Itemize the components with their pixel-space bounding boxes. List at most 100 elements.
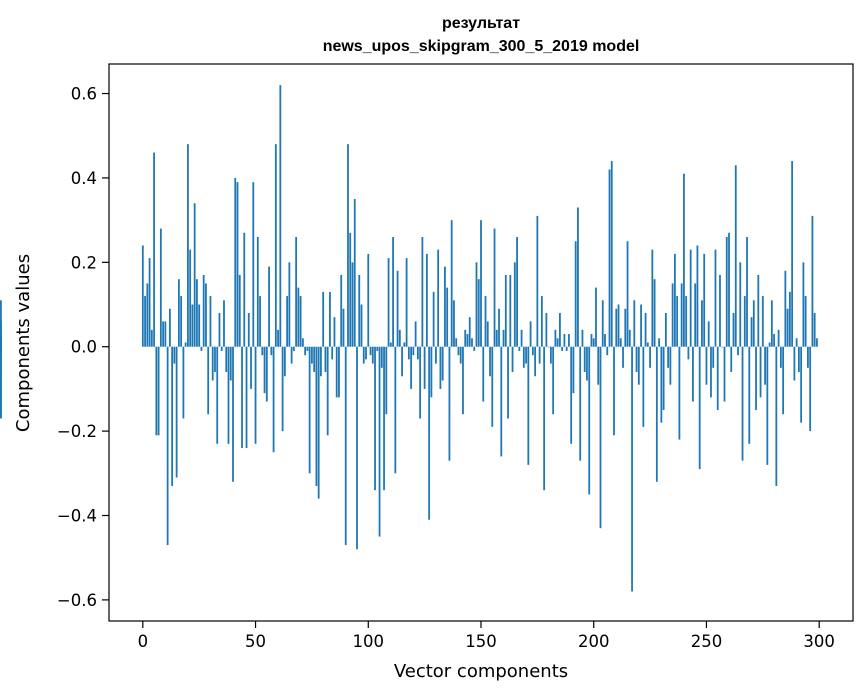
bar-126 — [425, 253, 428, 347]
bar-66 — [290, 346, 293, 364]
bar-188 — [565, 346, 568, 351]
bar-253 — [712, 346, 715, 368]
bar-270 — [750, 317, 753, 347]
bar-199 — [590, 334, 593, 347]
bar-274 — [759, 346, 762, 398]
bar-250 — [705, 346, 708, 385]
bar-191 — [572, 346, 575, 394]
bar-286 — [786, 308, 789, 347]
bar-121 — [414, 321, 417, 347]
bar-161 — [504, 274, 507, 347]
bar-290 — [795, 338, 798, 347]
chart-title: результат — [442, 15, 520, 32]
bar-149 — [477, 279, 480, 347]
bar-73 — [306, 346, 309, 351]
bar-158 — [498, 308, 500, 347]
bar-151 — [482, 346, 485, 402]
bar-241 — [685, 296, 688, 347]
bar-247 — [698, 346, 701, 470]
bar-183 — [554, 329, 557, 347]
plot-frame — [108, 63, 854, 622]
bar-240 — [683, 173, 685, 347]
bar-282 — [777, 329, 780, 347]
bar-82 — [326, 346, 329, 436]
bar-1 — [144, 296, 146, 347]
bar-276 — [764, 346, 766, 385]
chart-subtitle: news_upos_skipgram_300_5_2019 model — [323, 38, 640, 55]
bar-24 — [196, 279, 198, 347]
bar-55 — [265, 346, 268, 402]
bar-129 — [432, 291, 435, 347]
bar-262 — [732, 312, 735, 347]
bar-128 — [430, 346, 433, 398]
bar-49 — [252, 182, 255, 347]
bar-110 — [389, 342, 392, 347]
bar-234 — [669, 346, 672, 385]
x-tick-label-150: 150 — [465, 632, 497, 651]
bar-251 — [707, 321, 710, 347]
bar-123 — [419, 346, 422, 419]
bar-233 — [667, 346, 670, 368]
bar-50 — [254, 346, 257, 444]
bar-226 — [651, 249, 654, 347]
bar-25 — [198, 304, 201, 347]
bar-undefined — [0, 338, 2, 347]
bar-255 — [716, 346, 719, 411]
bar-242 — [687, 346, 690, 360]
bar-34 — [218, 312, 221, 347]
bar-288 — [791, 161, 794, 347]
bar-4 — [150, 329, 153, 347]
bar-272 — [755, 346, 757, 411]
y-tick-label-5: 0.4 — [71, 169, 97, 188]
bar-261 — [730, 346, 733, 373]
bar-238 — [678, 346, 681, 440]
bar-28 — [205, 283, 207, 347]
bar-244 — [692, 346, 694, 402]
bar-63 — [283, 346, 286, 377]
bar-75 — [311, 346, 313, 364]
bar-296 — [809, 346, 812, 432]
bar-100 — [367, 253, 370, 347]
bar-284 — [782, 346, 785, 415]
y-tick-label-1: −0.4 — [57, 507, 97, 526]
bar-171 — [527, 346, 530, 465]
bar-119 — [410, 346, 413, 389]
bar-146 — [471, 338, 473, 347]
bar-214 — [624, 308, 627, 347]
bar-105 — [378, 346, 381, 537]
bar-46 — [245, 346, 248, 448]
bar-79 — [320, 346, 322, 377]
bar-47 — [247, 312, 250, 347]
bar-277 — [766, 346, 769, 465]
bar-44 — [241, 346, 243, 448]
bar-176 — [538, 346, 541, 364]
bar-85 — [333, 317, 336, 347]
bar-65 — [288, 262, 291, 347]
bar-22 — [191, 304, 194, 347]
bar-18 — [182, 346, 185, 419]
bar-8 — [159, 228, 162, 347]
bar-96 — [358, 274, 361, 347]
bar-112 — [394, 346, 397, 474]
bar-138 — [453, 300, 455, 347]
bar-86 — [335, 346, 338, 398]
bar-243 — [689, 249, 692, 347]
bar-42 — [236, 182, 239, 347]
bar-208 — [610, 161, 613, 347]
bar-19 — [184, 342, 187, 347]
bar-103 — [374, 346, 376, 491]
bar-264 — [737, 346, 739, 356]
bar-299 — [816, 338, 818, 347]
bar-169 — [522, 346, 525, 368]
bar-124 — [421, 237, 424, 347]
bar-135 — [446, 287, 449, 347]
bar-201 — [595, 287, 597, 347]
bar-140 — [457, 346, 460, 356]
bar-162 — [507, 346, 509, 419]
x-tick-label-0: 0 — [138, 632, 149, 651]
bar-139 — [455, 338, 458, 347]
bar-76 — [313, 346, 316, 373]
bar-67 — [292, 346, 295, 351]
bar-164 — [511, 346, 514, 373]
bar-295 — [807, 346, 809, 368]
